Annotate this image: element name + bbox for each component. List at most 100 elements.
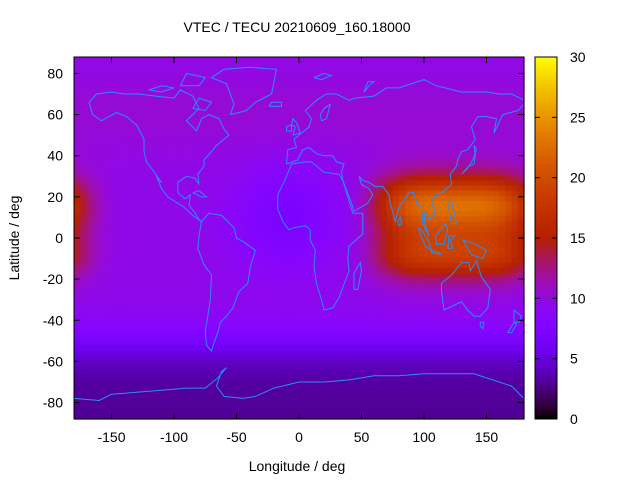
heatmap-cell — [474, 67, 481, 74]
heatmap-cell — [92, 406, 100, 413]
heatmap-cell — [417, 267, 425, 274]
heatmap-cell — [136, 216, 144, 223]
heatmap-cell — [349, 401, 356, 408]
heatmap-cell — [449, 375, 456, 382]
heatmap-cell — [199, 123, 206, 130]
heatmap-cell — [317, 195, 325, 202]
heatmap-cell — [74, 149, 81, 156]
heatmap-cell — [392, 128, 400, 135]
heatmap-cell — [192, 175, 200, 182]
heatmap-cell — [442, 401, 450, 408]
heatmap-cell — [424, 123, 431, 130]
heatmap-cell — [80, 226, 88, 233]
heatmap-cell — [217, 329, 225, 336]
heatmap-cell — [511, 82, 519, 89]
heatmap-cell — [92, 262, 100, 269]
heatmap-cell — [355, 267, 363, 274]
heatmap-cell — [355, 329, 363, 336]
heatmap-cell — [242, 350, 250, 356]
heatmap-cell — [511, 272, 519, 279]
heatmap-cell — [467, 278, 475, 284]
heatmap-cell — [455, 134, 463, 140]
heatmap-cell — [242, 123, 250, 130]
heatmap-cell — [292, 154, 300, 161]
heatmap-cell — [367, 401, 375, 408]
heatmap-cell — [380, 298, 388, 305]
heatmap-cell — [267, 221, 275, 228]
heatmap-cell — [99, 329, 106, 336]
heatmap-cell — [205, 164, 213, 171]
heatmap-cell — [124, 221, 131, 228]
heatmap-cell — [267, 154, 275, 161]
heatmap-cell — [480, 211, 488, 217]
heatmap-cell — [117, 195, 125, 202]
heatmap-cell — [180, 293, 188, 300]
heatmap-cell — [455, 195, 463, 202]
heatmap-cell — [186, 319, 194, 325]
heatmap-cell — [367, 170, 375, 176]
heatmap-cell — [430, 334, 438, 341]
heatmap-cell — [199, 98, 206, 104]
heatmap-cell — [149, 82, 156, 89]
heatmap-cell — [461, 211, 469, 217]
heatmap-cell — [492, 195, 500, 202]
heatmap-cell — [274, 288, 281, 295]
heatmap-cell — [211, 139, 219, 146]
heatmap-cell — [436, 303, 444, 310]
heatmap-cell — [492, 303, 500, 310]
heatmap-cell — [355, 236, 363, 243]
heatmap-cell — [342, 365, 350, 372]
heatmap-cell — [242, 185, 250, 192]
heatmap-cell — [199, 380, 206, 387]
heatmap-cell — [255, 206, 263, 212]
heatmap-cell — [336, 350, 344, 356]
heatmap-cell — [486, 380, 494, 387]
heatmap-cell — [261, 103, 269, 110]
heatmap-cell — [167, 247, 175, 253]
heatmap-cell — [386, 298, 394, 305]
heatmap-cell — [411, 159, 419, 166]
heatmap-cell — [386, 293, 394, 300]
heatmap-cell — [411, 72, 419, 79]
heatmap-cell — [399, 360, 406, 367]
heatmap-cell — [342, 175, 350, 182]
heatmap-cell — [117, 113, 125, 120]
heatmap-cell — [292, 283, 300, 289]
heatmap-cell — [355, 380, 363, 387]
heatmap-cell — [499, 226, 506, 233]
heatmap-cell — [499, 149, 506, 156]
heatmap-cell — [311, 344, 319, 351]
heatmap-cell — [299, 236, 306, 243]
heatmap-cell — [142, 339, 150, 346]
heatmap-cell — [180, 267, 188, 274]
heatmap-cell — [449, 242, 456, 248]
heatmap-cell — [292, 257, 300, 264]
heatmap-cell — [236, 252, 244, 259]
heatmap-cell — [317, 288, 325, 295]
heatmap-cell — [474, 303, 481, 310]
heatmap-cell — [361, 103, 369, 110]
heatmap-cell — [105, 334, 113, 341]
heatmap-cell — [274, 293, 281, 300]
heatmap-cell — [367, 72, 375, 79]
heatmap-cell — [217, 170, 225, 176]
heatmap-cell — [117, 62, 125, 68]
heatmap-cell — [230, 257, 238, 264]
heatmap-cell — [330, 62, 338, 68]
heatmap-cell — [111, 221, 119, 228]
heatmap-cell — [486, 391, 494, 397]
heatmap-cell — [305, 108, 313, 115]
heatmap-cell — [330, 103, 338, 110]
heatmap-cell — [492, 314, 500, 320]
heatmap-cell — [149, 401, 156, 408]
heatmap-cell — [211, 92, 219, 99]
heatmap-cell — [336, 324, 344, 331]
heatmap-cell — [236, 195, 244, 202]
heatmap-cell — [261, 175, 269, 182]
heatmap-cell — [486, 236, 494, 243]
heatmap-cell — [486, 149, 494, 156]
heatmap-cell — [480, 144, 488, 151]
heatmap-cell — [261, 87, 269, 94]
heatmap-cell — [511, 267, 519, 274]
heatmap-cell — [211, 242, 219, 248]
